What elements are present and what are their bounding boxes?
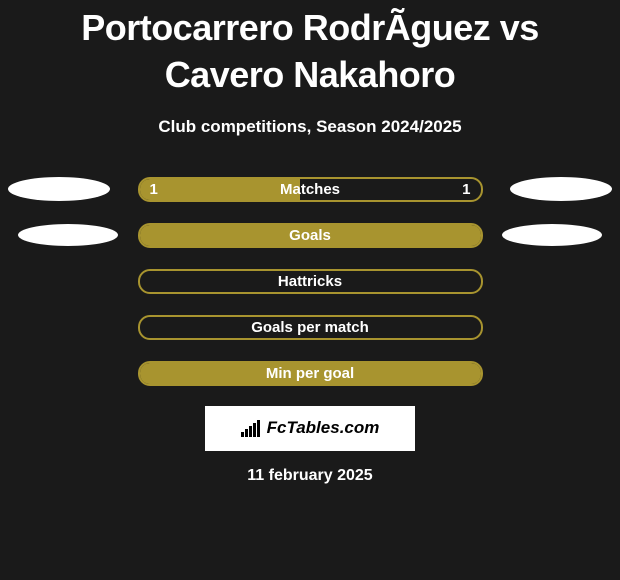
logo-bar xyxy=(249,426,252,437)
stat-bar: 1 Matches 1 xyxy=(138,177,483,202)
stat-label: Matches xyxy=(280,181,340,198)
stat-bar: Goals xyxy=(138,223,483,248)
logo-bar xyxy=(241,432,244,437)
player-badge-right xyxy=(510,177,612,201)
date-label: 11 february 2025 xyxy=(247,467,372,485)
stat-bar: Hattricks xyxy=(138,269,483,294)
stat-label: Goals per match xyxy=(251,319,369,336)
logo-bar xyxy=(245,429,248,437)
bar-chart-icon xyxy=(241,419,263,437)
logo-text: FcTables.com xyxy=(267,418,380,438)
player-badge-left xyxy=(18,224,118,246)
stat-label: Hattricks xyxy=(278,273,342,290)
comparison-infographic: Portocarrero RodrÃ­guez vs Cavero Nakaho… xyxy=(0,0,620,580)
stat-row-hattricks: Hattricks xyxy=(0,269,620,294)
stat-label: Goals xyxy=(289,227,331,244)
stat-row-goals-per-match: Goals per match xyxy=(0,315,620,340)
stat-row-min-per-goal: Min per goal xyxy=(0,361,620,386)
stats-area: 1 Matches 1 Goals Hattricks Goals per ma… xyxy=(0,177,620,386)
stat-value-right: 1 xyxy=(462,181,470,198)
logo-bar xyxy=(257,420,260,437)
player-badge-right xyxy=(502,224,602,246)
subtitle: Club competitions, Season 2024/2025 xyxy=(158,117,461,137)
stat-bar-fill xyxy=(140,179,300,200)
stat-bar: Min per goal xyxy=(138,361,483,386)
player-badge-left xyxy=(8,177,110,201)
stat-bar: Goals per match xyxy=(138,315,483,340)
stat-row-matches: 1 Matches 1 xyxy=(0,177,620,202)
fctables-logo: FcTables.com xyxy=(205,406,415,451)
stat-label: Min per goal xyxy=(266,365,354,382)
stat-row-goals: Goals xyxy=(0,223,620,248)
page-title: Portocarrero RodrÃ­guez vs Cavero Nakaho… xyxy=(0,5,620,99)
logo-bar xyxy=(253,423,256,437)
stat-value-left: 1 xyxy=(150,181,158,198)
